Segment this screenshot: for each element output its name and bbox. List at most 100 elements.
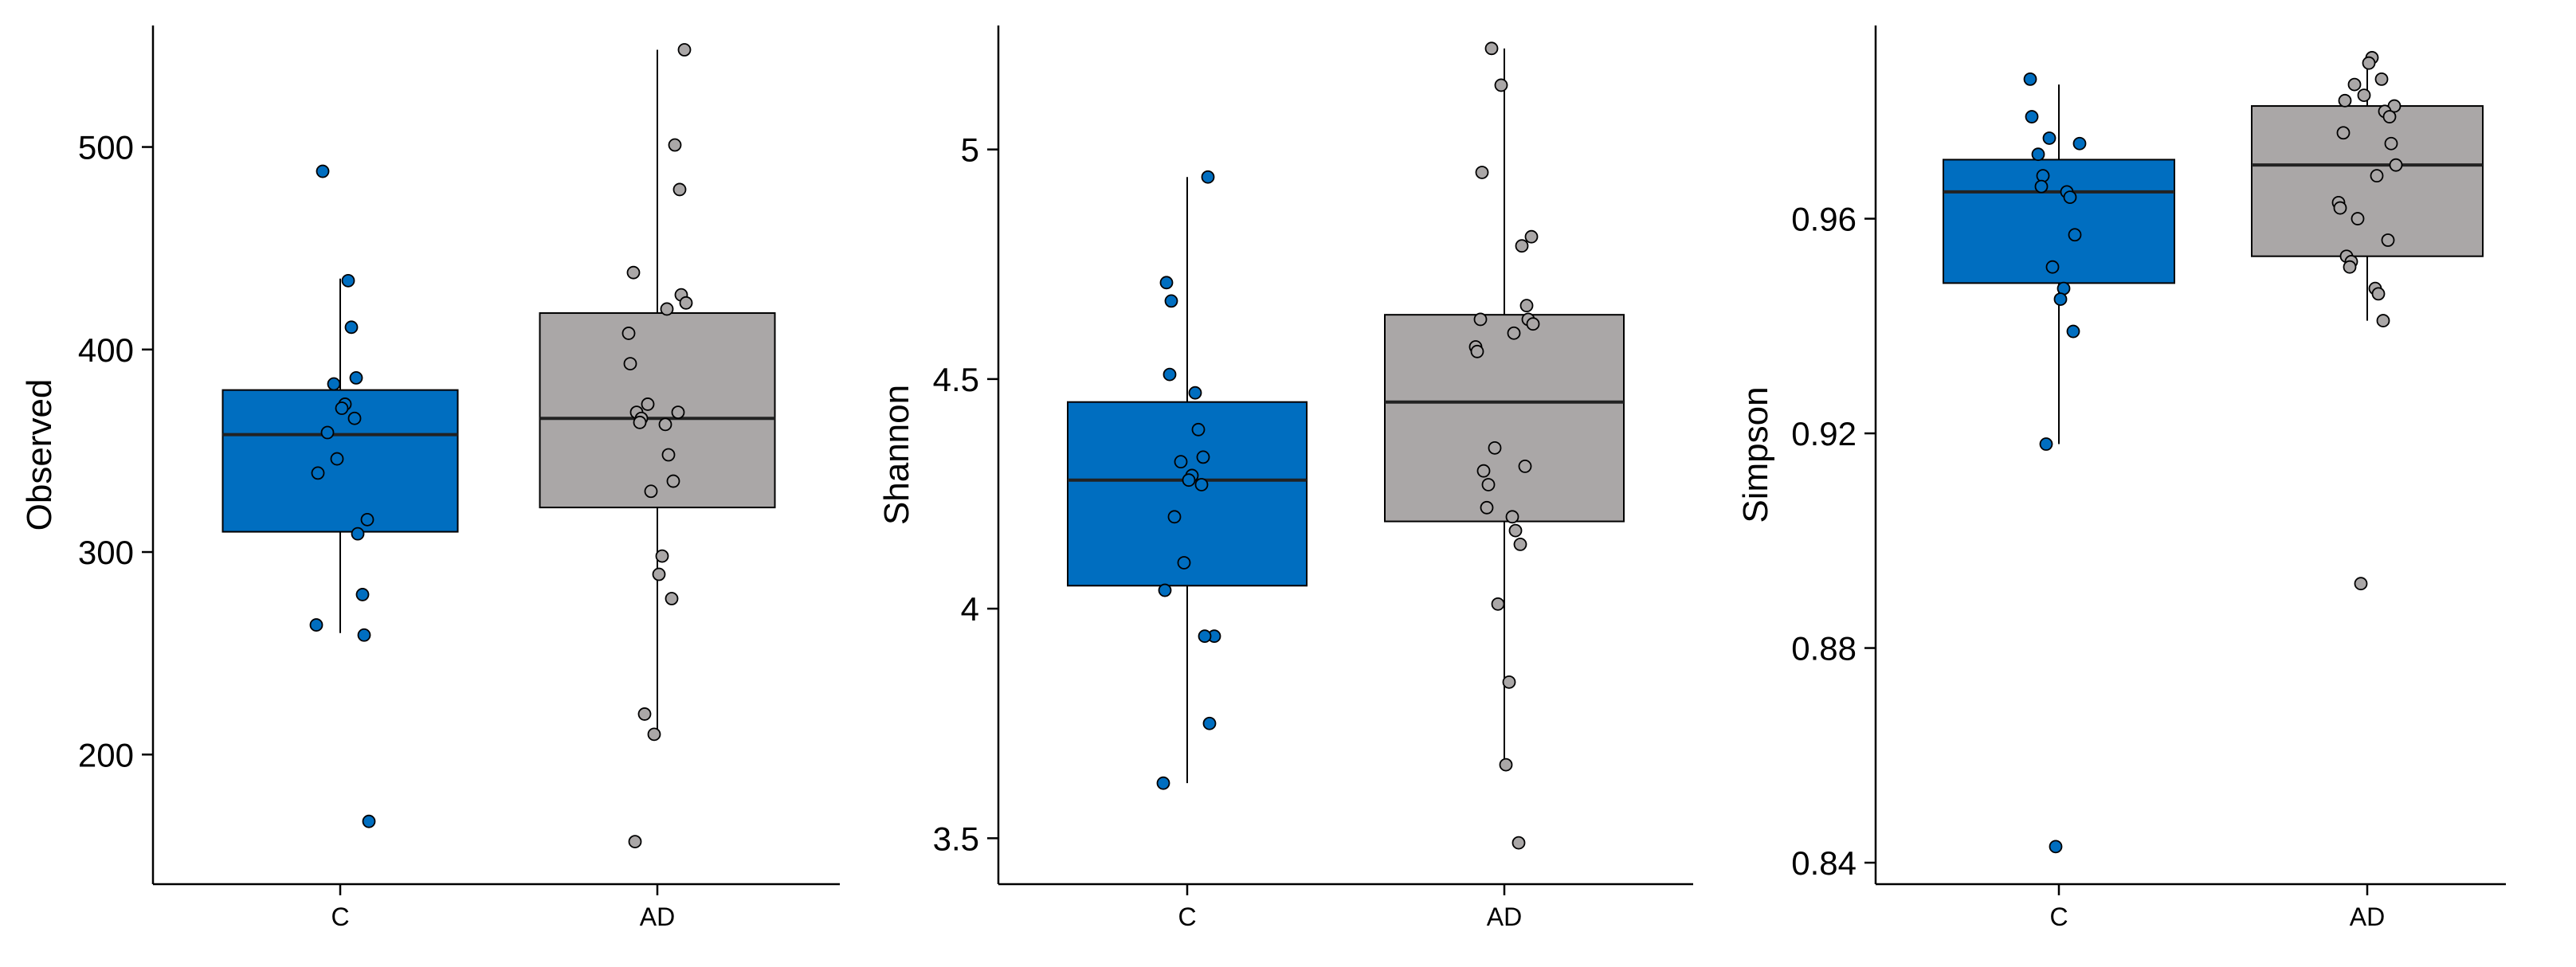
data-point-c — [1167, 510, 1182, 524]
data-point-c — [2034, 179, 2049, 194]
data-point-ad — [661, 448, 676, 462]
x-tick-label: AD — [640, 902, 675, 931]
data-point-ad — [1524, 229, 1539, 244]
data-point-ad — [1488, 440, 1502, 455]
data-point-ad — [1502, 675, 1516, 689]
data-point-ad — [2382, 110, 2397, 123]
data-point-ad — [621, 327, 636, 340]
data-point-ad — [2362, 56, 2376, 70]
data-point-c — [2072, 136, 2087, 151]
data-point-ad — [1481, 478, 1496, 491]
box-ad — [539, 312, 776, 509]
data-point-ad — [626, 265, 641, 280]
data-point-c — [1182, 473, 1196, 487]
data-point-c — [1194, 478, 1209, 491]
data-point-c — [344, 320, 359, 335]
data-point-c — [347, 411, 362, 425]
data-point-ad — [633, 415, 647, 429]
data-point-ad — [1508, 523, 1523, 538]
data-point-c — [2066, 324, 2080, 339]
data-point-c — [1196, 450, 1210, 464]
data-point-c — [351, 527, 365, 541]
y-tick-label: 0.96 — [1791, 201, 1857, 238]
y-tick-label: 300 — [78, 534, 134, 571]
data-point-c — [2025, 110, 2039, 123]
data-point-c — [2023, 72, 2037, 86]
x-tick-label: AD — [1487, 902, 1522, 931]
data-point-ad — [2357, 88, 2371, 102]
y-tick-label: 3.5 — [933, 820, 979, 857]
data-point-c — [357, 628, 371, 642]
data-point-ad — [641, 397, 655, 411]
data-point-c — [335, 401, 349, 415]
data-point-c — [341, 273, 355, 288]
data-point-c — [2063, 190, 2077, 205]
data-point-ad — [1494, 78, 1508, 92]
data-point-ad — [2336, 126, 2351, 140]
data-point-ad — [665, 592, 679, 605]
y-tick-label: 0.92 — [1791, 415, 1857, 452]
data-point-c — [320, 425, 335, 440]
data-point-ad — [666, 474, 680, 488]
data-point-c — [1202, 716, 1217, 730]
data-point-ad — [2374, 72, 2389, 86]
data-point-ad — [2371, 287, 2386, 301]
data-point-ad — [1475, 166, 1489, 179]
data-point-ad — [1513, 538, 1527, 551]
data-point-ad — [2338, 93, 2352, 108]
data-point-c — [355, 588, 370, 601]
x-tick-label: C — [331, 902, 349, 931]
data-point-ad — [2333, 201, 2347, 215]
y-axis-title: Simpson — [1736, 386, 1775, 523]
data-point-ad — [668, 138, 682, 152]
data-point-c — [2036, 169, 2050, 183]
x-tick-label: AD — [2350, 902, 2385, 931]
box-ad — [1384, 314, 1625, 523]
data-point-ad — [660, 302, 674, 316]
data-point-c — [1159, 276, 1174, 290]
data-point-c — [330, 452, 344, 466]
data-point-c — [360, 512, 374, 527]
data-point-ad — [1511, 836, 1526, 850]
data-point-ad — [1473, 312, 1488, 327]
data-point-ad — [1518, 460, 1532, 473]
data-point-c — [2031, 147, 2045, 162]
data-point-c — [1191, 422, 1206, 437]
x-tick-label: C — [1178, 902, 1196, 931]
data-point-c — [327, 377, 341, 391]
y-tick-label: 0.84 — [1791, 844, 1857, 882]
y-tick-label: 4 — [961, 590, 979, 628]
data-point-c — [1198, 629, 1212, 644]
data-point-c — [1177, 556, 1191, 570]
data-point-c — [2039, 437, 2053, 451]
x-tick-label: C — [2049, 902, 2068, 931]
data-point-ad — [1505, 510, 1519, 524]
data-point-ad — [2376, 314, 2390, 327]
data-point-ad — [2351, 212, 2365, 225]
data-point-ad — [2389, 158, 2403, 172]
data-point-c — [2049, 840, 2063, 854]
data-point-c — [311, 466, 325, 480]
data-point-ad — [1470, 344, 1484, 358]
y-axis-title: Observed — [20, 379, 59, 531]
y-tick-label: 500 — [78, 129, 134, 166]
panel-shannon: 3.5 4 4.5 5 Shannon C AD — [877, 25, 1693, 931]
data-point-ad — [1515, 239, 1529, 253]
data-point-ad — [677, 43, 692, 57]
data-point-ad — [2343, 260, 2357, 274]
data-point-c — [1158, 583, 1172, 597]
data-point-ad — [628, 835, 642, 849]
data-point-c — [1188, 386, 1202, 400]
data-point-ad — [1476, 464, 1491, 478]
data-point-ad — [1507, 326, 1521, 340]
data-point-ad — [1526, 317, 1540, 331]
data-point-c — [2068, 228, 2082, 242]
data-point-c — [362, 814, 376, 828]
data-point-ad — [647, 727, 661, 742]
data-point-ad — [2347, 77, 2362, 92]
data-point-ad — [2384, 136, 2398, 151]
data-point-c — [309, 618, 323, 632]
data-point-ad — [1484, 41, 1499, 56]
data-point-ad — [655, 549, 669, 563]
